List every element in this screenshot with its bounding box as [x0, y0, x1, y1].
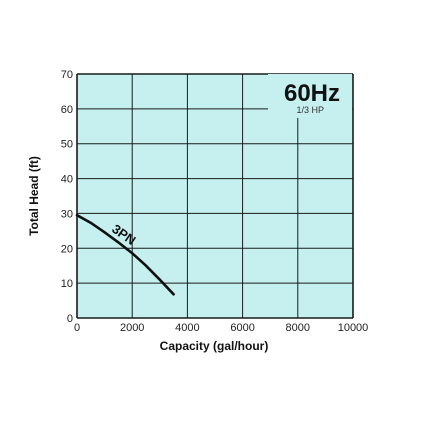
series-line-3pn — [75, 213, 175, 296]
y-tick-label: 70 — [61, 69, 73, 81]
x-tick-label: 0 — [74, 322, 80, 334]
y-tick-labels: 0 10 20 30 40 50 60 70 — [61, 69, 73, 325]
y-tick-label: 50 — [61, 139, 73, 151]
power-label: 1/3 HP — [296, 105, 324, 115]
annotation-box — [268, 74, 352, 118]
x-tick-labels: 0 2000 4000 6000 8000 10000 — [74, 322, 368, 334]
y-tick-label: 0 — [67, 313, 73, 325]
y-tick-label: 40 — [61, 174, 73, 186]
frequency-label: 60Hz — [284, 80, 340, 107]
x-tick-label: 2000 — [120, 322, 144, 334]
y-axis-label: Total Head (ft) — [27, 156, 41, 236]
y-tick-label: 10 — [61, 278, 73, 290]
x-tick-label: 6000 — [230, 322, 254, 334]
y-tick-label: 20 — [61, 243, 73, 255]
grid-lines — [76, 73, 354, 319]
x-tick-label: 10000 — [338, 322, 369, 334]
x-tick-label: 8000 — [286, 322, 310, 334]
x-axis-label: Capacity (gal/hour) — [160, 339, 269, 353]
y-tick-label: 30 — [61, 208, 73, 220]
y-tick-label: 60 — [61, 104, 73, 116]
x-tick-label: 4000 — [175, 322, 199, 334]
